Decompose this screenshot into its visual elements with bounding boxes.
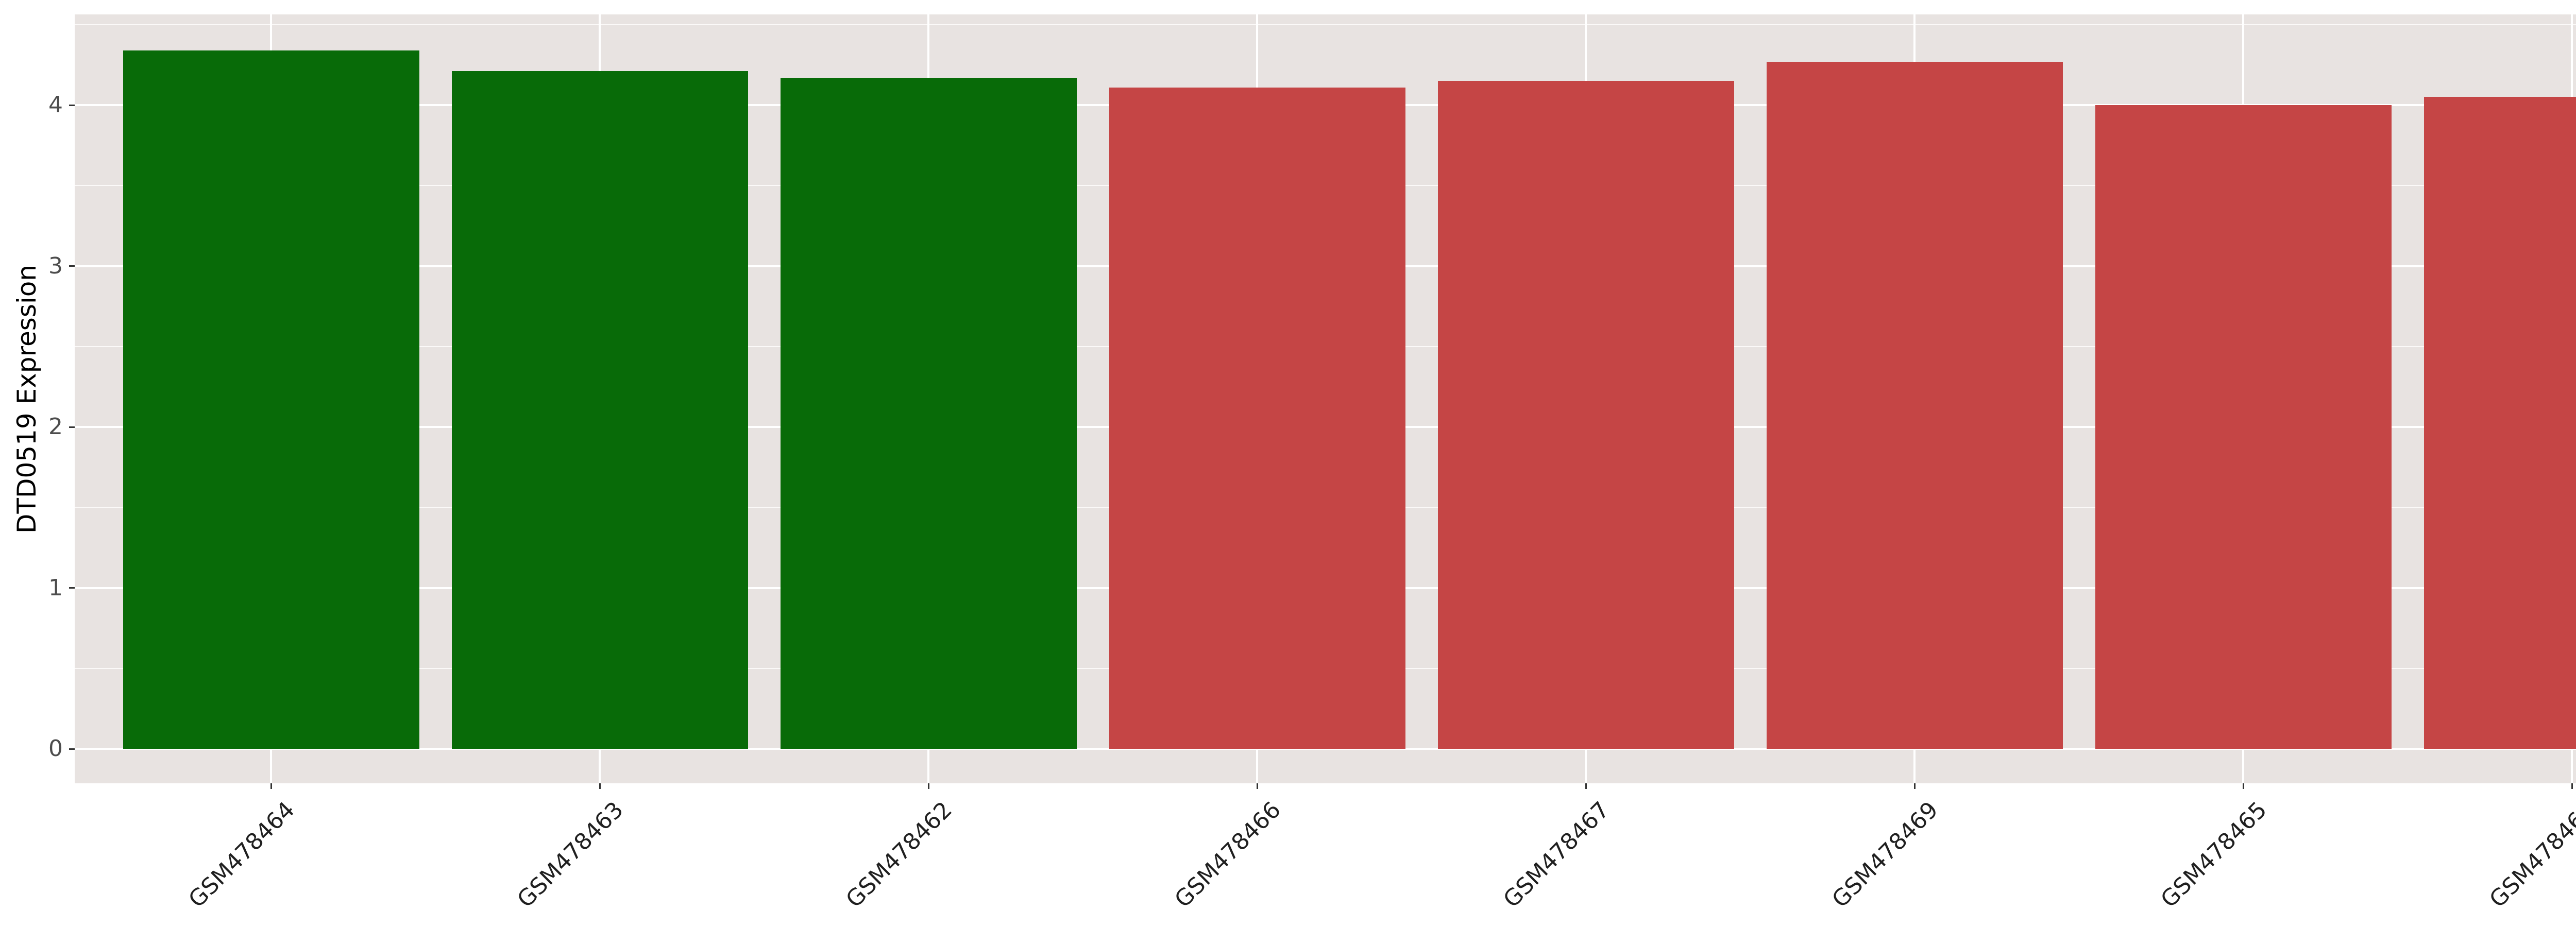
y-tick-label: 3	[48, 252, 63, 279]
minor-gridline	[75, 24, 2576, 25]
x-tick-label: GSM478466	[1170, 796, 1286, 913]
x-tick-mark	[1256, 783, 1258, 789]
y-tick-label: 4	[48, 92, 63, 118]
bar-GSM478465	[2095, 105, 2392, 749]
y-axis-title: DTD0519 Expression	[12, 264, 42, 534]
y-tick-mark	[69, 104, 75, 106]
x-tick-label: GSM478467	[1498, 796, 1615, 913]
x-tick-label: GSM478465	[2156, 796, 2272, 913]
y-tick-label: 1	[48, 574, 63, 601]
x-tick-mark	[270, 783, 272, 789]
y-tick-mark	[69, 265, 75, 267]
x-tick-mark	[2571, 783, 2573, 789]
bar-GSM478469	[1766, 61, 2063, 749]
x-tick-mark	[599, 783, 601, 789]
y-tick-label: 2	[48, 414, 63, 440]
y-tick-label: 0	[48, 735, 63, 762]
bar-GSM478467	[1437, 81, 1734, 749]
bar-GSM478464	[123, 50, 419, 749]
x-tick-mark	[927, 783, 929, 789]
x-tick-label: GSM478463	[512, 796, 629, 913]
plot-panel	[75, 14, 2576, 783]
x-tick-label: GSM478462	[841, 796, 957, 913]
x-tick-label: GSM478468	[2484, 796, 2576, 913]
bar-GSM478463	[451, 71, 748, 749]
y-tick-mark	[69, 748, 75, 750]
major-gridline	[75, 748, 2576, 750]
y-tick-mark	[69, 426, 75, 428]
bar-GSM478468	[2424, 97, 2576, 749]
bar-GSM478466	[1109, 87, 1405, 749]
x-tick-mark	[2242, 783, 2244, 789]
y-tick-mark	[69, 587, 75, 589]
x-tick-mark	[1913, 783, 1916, 789]
x-tick-mark	[1585, 783, 1587, 789]
x-tick-label: GSM478469	[1827, 796, 1943, 913]
x-tick-label: GSM478464	[183, 796, 300, 913]
bar-GSM478462	[780, 77, 1077, 749]
